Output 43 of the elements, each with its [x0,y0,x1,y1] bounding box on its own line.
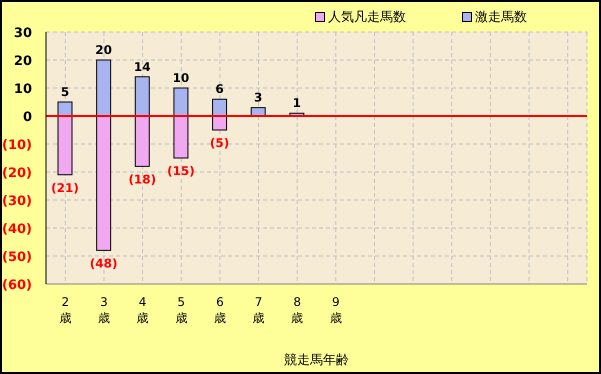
x-axis-title: 競走馬年齢 [284,353,349,368]
y-tick-label: (20) [2,166,32,181]
y-tick-label: (60) [2,278,32,293]
bar [212,98,228,116]
y-tick-label: 0 [22,110,32,125]
y-tick-label: (50) [2,250,32,265]
bar [173,88,188,116]
data-label: 3 [254,90,262,105]
x-tick-label: 5 歳 [175,295,188,325]
data-label: 20 [95,43,112,57]
data-label: 14 [134,60,151,74]
x-tick-label: 7歳 [252,295,265,325]
legend-label: 激走馬数 [474,9,527,26]
data-label: 1 [292,96,302,110]
bar [96,116,112,251]
y-tick-label: 30 [14,26,32,41]
x-tick-label: 4歳 [136,295,149,325]
x-tick-label: 8歳 [291,295,304,325]
bar [96,60,112,116]
legend-label: 人気凡走馬数 [327,9,406,26]
bar [134,76,150,116]
y-tick-label: (40) [2,222,32,237]
bar [58,116,72,176]
data-label: (48) [90,256,118,270]
y-tick-label: 20 [14,54,32,69]
x-tick-label: 6 歳 [214,295,226,325]
data-label: (18) [128,172,156,186]
x-tick-label: 3 歳 [98,295,110,325]
bar [134,116,150,167]
data-label: (5) [210,136,230,150]
data-label: (21) [51,180,79,195]
data-label: 6 [215,82,224,96]
bar [212,116,228,130]
y-tick-label: (30) [2,194,32,209]
x-tick-label: 9歳 [330,295,342,325]
bar [58,102,72,116]
data-label: 10 [172,71,190,85]
data-label: (15) [167,164,195,178]
y-tick-label: 10 [14,82,32,97]
bar [173,116,188,158]
data-label: 5 [60,85,70,99]
x-tick-label: 2歳 [59,295,72,325]
y-tick-label: (10) [2,138,32,153]
